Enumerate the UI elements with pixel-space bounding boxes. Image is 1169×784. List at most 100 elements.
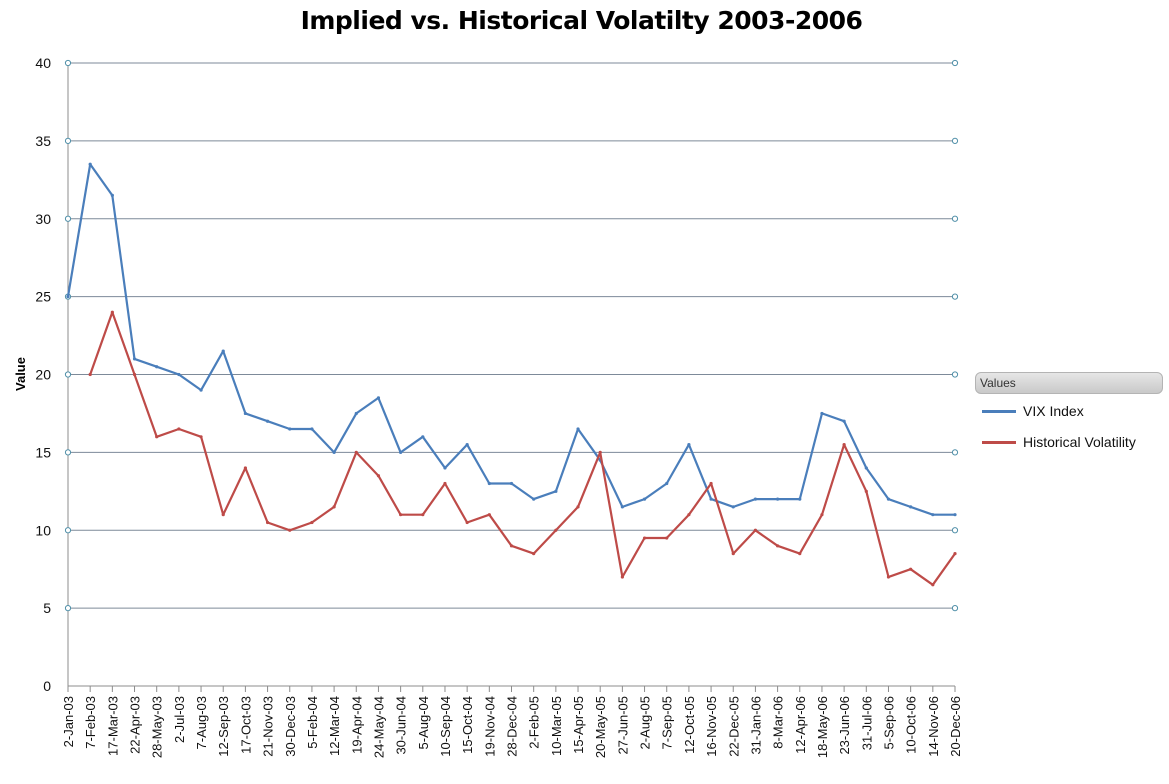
data-point	[88, 372, 92, 377]
x-tick-label: 30-Dec-03	[283, 696, 298, 757]
legend-header: Values	[975, 372, 1163, 394]
gridline-handle	[64, 371, 72, 378]
data-point	[421, 513, 425, 517]
x-tick-label: 22-Apr-03	[128, 696, 143, 754]
data-point	[177, 427, 181, 431]
y-tick-label: 15	[35, 444, 51, 460]
x-tick-label: 7-Aug-03	[194, 696, 209, 749]
data-point	[421, 435, 425, 439]
x-tick-label: 15-Apr-05	[571, 696, 586, 754]
data-point	[243, 411, 247, 416]
legend-swatch-vix	[982, 409, 1016, 413]
data-point	[576, 427, 580, 431]
x-tick-label: 8-Mar-06	[771, 696, 786, 749]
gridline-handle	[951, 293, 959, 300]
legend-label-historical: Historical Volatility	[1023, 434, 1136, 450]
data-point	[642, 536, 647, 540]
x-tick-label: 2-Aug-05	[638, 696, 653, 749]
x-tick-label: 19-Nov-04	[482, 696, 497, 757]
data-point	[132, 372, 137, 377]
y-tick-label: 5	[43, 600, 51, 616]
data-point	[842, 442, 846, 447]
gridline-handle	[64, 605, 72, 612]
x-tick-label: 31-Jul-06	[859, 696, 874, 750]
data-point	[265, 419, 270, 423]
data-point	[88, 162, 92, 166]
chart-title: Implied vs. Historical Volatilty 2003-20…	[300, 6, 863, 35]
data-point	[620, 505, 624, 509]
x-tick-label: 7-Feb-03	[83, 696, 98, 749]
data-point	[288, 528, 292, 532]
x-tick-label: 20-May-05	[593, 696, 608, 758]
x-tick-label: 7-Sep-05	[660, 696, 675, 749]
data-point	[310, 427, 314, 431]
data-point	[376, 474, 381, 478]
x-tick-label: 23-Jun-06	[837, 696, 852, 755]
data-point	[665, 481, 669, 486]
x-tick-label: 17-Mar-03	[105, 696, 120, 756]
data-point	[753, 528, 758, 532]
data-point	[598, 450, 602, 454]
data-point	[931, 583, 935, 587]
series-line-0	[66, 163, 955, 516]
x-tick-label: 28-May-03	[150, 696, 165, 758]
gridline-handle	[951, 527, 959, 534]
data-point	[731, 552, 735, 556]
x-tick-label: 31-Jan-06	[748, 696, 763, 755]
x-tick-label: 12-Mar-04	[327, 696, 342, 756]
data-point	[776, 497, 780, 501]
data-point	[155, 435, 159, 439]
data-point	[221, 513, 225, 517]
data-point	[864, 489, 868, 493]
data-point	[886, 575, 891, 579]
data-point	[909, 505, 913, 509]
data-point	[709, 497, 713, 501]
data-point	[532, 497, 536, 501]
data-point	[443, 466, 447, 470]
gridline-handle	[951, 137, 959, 144]
data-point	[66, 295, 70, 299]
data-point	[265, 520, 270, 525]
data-point	[798, 552, 802, 556]
data-point	[576, 505, 580, 509]
data-point	[820, 411, 824, 416]
data-point	[110, 193, 114, 197]
data-point	[731, 505, 735, 509]
x-tick-label: 12-Oct-05	[682, 696, 697, 754]
legend-item-historical: Historical Volatility	[982, 432, 1136, 452]
x-tick-label: 16-Nov-05	[704, 696, 719, 757]
x-tick-label: 20-Dec-06	[948, 696, 963, 757]
data-point	[487, 513, 491, 517]
data-point	[487, 481, 491, 486]
data-point	[509, 544, 514, 548]
gridline-handle	[951, 449, 959, 456]
data-point	[776, 544, 780, 548]
x-tick-label: 15-Oct-04	[460, 696, 475, 754]
data-point	[354, 411, 358, 416]
gridline-handle	[64, 215, 72, 222]
data-point	[554, 528, 558, 532]
x-tick-label: 12-Apr-06	[793, 696, 808, 754]
gridline-handle	[64, 59, 72, 67]
x-tick-label: 5-Aug-04	[416, 696, 431, 749]
data-point	[642, 497, 647, 501]
y-tick-label: 25	[35, 289, 51, 305]
x-tick-label: 2-Jul-03	[172, 696, 187, 743]
gridline-handle	[64, 137, 72, 144]
y-tick-label: 20	[35, 367, 51, 383]
x-tick-label: 2-Jan-03	[61, 696, 76, 747]
data-point	[399, 513, 403, 517]
data-point	[177, 372, 181, 377]
x-tick-label: 21-Nov-03	[261, 696, 276, 757]
x-tick-label: 5-Sep-06	[881, 696, 896, 749]
data-point	[376, 396, 381, 400]
y-tick-label: 30	[35, 211, 51, 227]
data-point	[155, 365, 159, 369]
data-point	[753, 497, 758, 501]
x-tick-label: 18-May-06	[815, 696, 830, 758]
data-point	[864, 466, 868, 470]
data-point	[931, 513, 935, 517]
data-point	[532, 552, 536, 556]
data-point	[909, 567, 913, 571]
